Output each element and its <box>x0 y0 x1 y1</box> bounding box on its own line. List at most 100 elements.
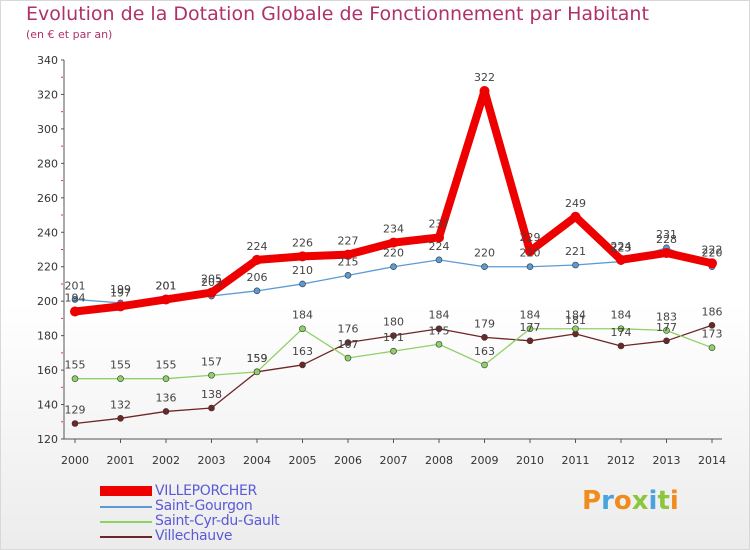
data-point-saint-cyr-du-gault <box>253 368 261 376</box>
data-point-villeporcher <box>343 249 353 260</box>
data-point-villeporcher <box>525 246 535 257</box>
data-point-saint-cyr-du-gault <box>708 344 716 351</box>
y-tick-label: 200 <box>37 295 58 308</box>
data-label-saint-gourgon: 201 <box>65 279 86 292</box>
data-point-saint-cyr-du-gault <box>299 325 306 333</box>
data-label-saint-cyr-du-gault: 155 <box>110 359 131 372</box>
data-label-villeporcher: 224 <box>611 240 632 253</box>
y-tick-label: 240 <box>37 226 58 239</box>
data-label-saint-gourgon: 224 <box>429 240 450 253</box>
y-tick-label: 280 <box>37 157 58 170</box>
data-point-villeporcher <box>707 258 717 269</box>
data-point-villechauve <box>481 334 488 341</box>
data-point-villechauve <box>299 361 306 369</box>
data-label-saint-cyr-du-gault: 184 <box>520 309 541 322</box>
data-label-villechauve: 163 <box>292 345 313 358</box>
data-label-saint-gourgon: 220 <box>520 247 541 260</box>
data-point-saint-cyr-du-gault <box>390 347 397 355</box>
data-point-saint-gourgon <box>481 263 488 271</box>
data-label-saint-gourgon: 206 <box>247 271 268 284</box>
x-tick-label: 2004 <box>243 454 271 467</box>
data-point-saint-cyr-du-gault <box>435 340 443 348</box>
y-tick-label: 120 <box>37 433 58 446</box>
logo-letter: o <box>613 486 632 516</box>
x-tick-label: 2012 <box>607 454 635 467</box>
x-tick-label: 2002 <box>152 454 180 467</box>
data-point-villeporcher <box>661 247 672 258</box>
data-point-saint-cyr-du-gault <box>526 325 534 333</box>
data-point-villeporcher <box>479 86 490 97</box>
data-label-villechauve: 181 <box>565 314 586 327</box>
data-label-villeporcher: 249 <box>565 197 586 210</box>
data-label-saint-cyr-du-gault: 163 <box>474 345 495 358</box>
x-tick-label: 2001 <box>107 454 135 467</box>
data-label-villeporcher: 222 <box>702 243 723 256</box>
data-point-villeporcher <box>206 287 217 298</box>
data-label-saint-cyr-du-gault: 155 <box>65 359 86 372</box>
logo-letter: t <box>657 486 670 516</box>
data-point-saint-cyr-du-gault <box>617 325 625 333</box>
legend-swatch-saint-gourgon <box>100 506 152 508</box>
data-label-villechauve: 138 <box>201 388 222 401</box>
data-label-villeporcher: 234 <box>383 223 404 236</box>
data-label-saint-cyr-du-gault: 157 <box>201 355 222 368</box>
data-point-saint-gourgon <box>253 287 261 295</box>
data-label-saint-gourgon: 215 <box>338 255 359 268</box>
data-point-villeporcher <box>70 306 80 317</box>
data-label-saint-cyr-du-gault: 175 <box>429 324 450 337</box>
data-label-saint-cyr-du-gault: 184 <box>611 309 632 322</box>
logo-letter: i <box>648 486 658 516</box>
data-label-saint-gourgon: 220 <box>474 247 495 260</box>
data-label-villeporcher: 224 <box>247 240 268 253</box>
data-label-villeporcher: 197 <box>110 286 131 299</box>
data-label-villechauve: 129 <box>65 403 86 416</box>
x-tick-label: 2010 <box>516 454 544 467</box>
y-tick-label: 260 <box>37 192 58 205</box>
x-tick-label: 2008 <box>425 454 453 467</box>
data-label-saint-cyr-du-gault: 167 <box>338 338 359 351</box>
x-tick-label: 2005 <box>289 454 317 467</box>
data-label-villeporcher: 194 <box>65 292 86 305</box>
data-point-villechauve <box>435 325 443 333</box>
data-point-villechauve <box>617 342 625 350</box>
data-label-saint-gourgon: 210 <box>292 264 313 277</box>
data-point-saint-gourgon <box>299 280 306 288</box>
data-label-saint-cyr-du-gault: 171 <box>383 331 404 344</box>
proxiti-logo: Proxiti <box>582 486 679 516</box>
data-label-villechauve: 132 <box>110 398 131 411</box>
data-label-saint-cyr-du-gault: 173 <box>702 328 723 341</box>
x-tick-label: 2011 <box>562 454 590 467</box>
x-tick-label: 2014 <box>698 454 726 467</box>
data-point-saint-cyr-du-gault <box>71 375 79 383</box>
data-label-saint-cyr-du-gault: 184 <box>565 309 586 322</box>
y-tick-label: 340 <box>37 54 58 67</box>
x-tick-label: 2003 <box>198 454 226 467</box>
data-point-saint-gourgon <box>435 256 443 264</box>
data-point-villeporcher <box>161 294 171 305</box>
data-label-villeporcher: 201 <box>156 279 177 292</box>
data-label-saint-gourgon: 220 <box>702 247 723 260</box>
data-point-saint-cyr-du-gault <box>344 354 352 362</box>
data-label-saint-gourgon: 201 <box>156 279 177 292</box>
data-point-saint-gourgon <box>390 263 397 271</box>
data-label-villeporcher: 228 <box>656 233 677 246</box>
data-label-villechauve: 180 <box>383 316 404 329</box>
legend-label-saint-cyr-du-gault: Saint-Cyr-du-Gault <box>155 513 280 529</box>
data-point-villechauve <box>162 408 170 415</box>
data-label-villeporcher: 322 <box>474 71 495 84</box>
data-label-villechauve: 184 <box>429 309 450 322</box>
data-point-villeporcher <box>616 254 626 265</box>
data-point-saint-cyr-du-gault <box>481 361 488 369</box>
legend-swatch-saint-cyr-du-gault <box>100 521 152 523</box>
logo-letter: x <box>631 486 649 516</box>
data-point-villeporcher <box>297 251 308 262</box>
data-label-villeporcher: 237 <box>429 217 450 230</box>
x-tick-label: 2007 <box>380 454 408 467</box>
x-tick-label: 2009 <box>471 454 499 467</box>
data-point-villeporcher <box>252 254 262 265</box>
data-point-villechauve <box>526 337 534 345</box>
data-label-villechauve: 174 <box>611 326 632 339</box>
y-tick-label: 140 <box>37 399 58 412</box>
